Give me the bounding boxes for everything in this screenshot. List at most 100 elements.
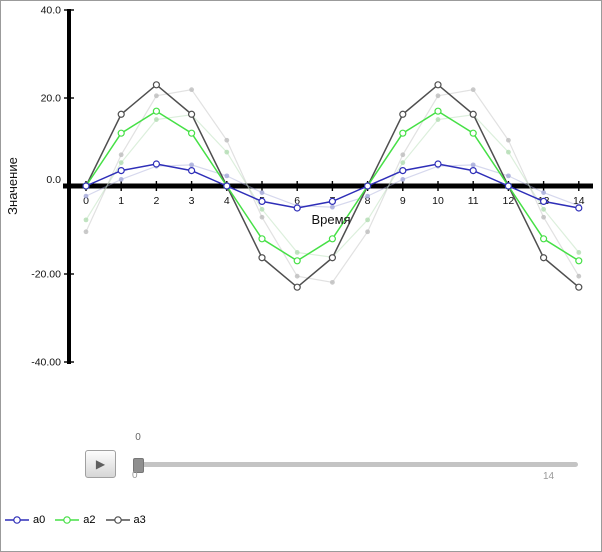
legend-item-a3[interactable]: a3	[105, 514, 146, 526]
series-point-a0	[469, 167, 477, 175]
ghost-point-a2	[259, 206, 265, 212]
ghost-point-a0	[330, 204, 335, 210]
series-point-a3	[328, 254, 336, 262]
ghost-point-a2	[400, 160, 406, 166]
x-tick-label: 1	[118, 195, 124, 207]
y-tick-label: -40.00	[31, 357, 61, 369]
x-tick-label: 12	[503, 195, 515, 207]
series-point-a2	[293, 257, 301, 265]
series-point-a0	[258, 197, 266, 205]
x-tick-label: 2	[153, 195, 159, 207]
series-point-a3	[539, 254, 548, 262]
ghost-point-a0	[259, 190, 265, 196]
series-point-a0	[117, 167, 125, 175]
ghost-point-a3	[294, 273, 300, 279]
series-point-a0	[539, 197, 548, 205]
x-tick-label: 8	[365, 195, 371, 207]
ghost-point-a2	[154, 117, 159, 122]
chart: 0123456789101112131440.020.00.0-20.00-40…	[31, 5, 593, 369]
y-tick-label: 40.0	[41, 5, 62, 17]
series-point-a3	[575, 283, 583, 291]
legend-label: a3	[133, 514, 146, 526]
series-point-a2	[434, 107, 442, 115]
ghost-point-a0	[189, 162, 195, 168]
series-point-a2	[539, 235, 548, 243]
legend-marker-a3	[105, 516, 130, 524]
legend: a0 a2 a3	[4, 514, 146, 526]
series-point-a0	[188, 167, 196, 175]
slider-handle[interactable]	[133, 458, 144, 473]
legend-label: a0	[33, 514, 46, 526]
series-point-a3	[152, 81, 160, 89]
ghost-point-a3	[330, 279, 335, 285]
y-tick-label: 0.0	[46, 174, 61, 186]
ghost-point-a3	[506, 137, 511, 143]
series-point-a2	[575, 257, 583, 265]
x-tick-label: 11	[468, 195, 479, 207]
series-point-a2	[399, 129, 407, 137]
legend-item-a0[interactable]: a0	[4, 514, 45, 526]
series-point-a0	[223, 182, 231, 190]
series-point-a0	[328, 197, 336, 205]
x-axis-title: Время	[311, 212, 351, 227]
series-point-a0	[504, 182, 512, 190]
ghost-point-a0	[506, 173, 511, 179]
ghost-point-a0	[470, 162, 476, 168]
ghost-point-a3	[83, 229, 89, 235]
ghost-point-a3	[365, 229, 370, 235]
x-tick-label: 4	[224, 195, 230, 207]
ghost-point-a3	[435, 93, 441, 99]
series-point-a2	[258, 235, 266, 243]
y-tick-label: 20.0	[41, 93, 62, 105]
ghost-point-a0	[400, 177, 406, 182]
series-point-a2	[328, 235, 336, 243]
x-tick-label: 3	[189, 195, 195, 207]
ghost-point-a3	[154, 93, 159, 99]
ghost-point-a2	[365, 217, 370, 223]
series-point-a2	[469, 129, 477, 137]
series-point-a2	[188, 129, 196, 137]
ghost-point-a3	[224, 137, 230, 143]
ghost-point-a3	[541, 214, 546, 220]
ghost-point-a0	[118, 177, 124, 182]
series-point-a3	[469, 110, 477, 118]
ghost-point-a2	[506, 149, 511, 155]
play-icon: ▶	[95, 457, 106, 471]
series-point-a3	[293, 283, 301, 291]
y-axis-title: Значение	[5, 157, 20, 215]
ghost-point-a0	[541, 190, 546, 196]
ghost-point-a0	[83, 193, 89, 199]
x-tick-label: 9	[400, 195, 406, 207]
series-point-a0	[82, 182, 90, 190]
series-point-a0	[364, 182, 372, 190]
series-point-a3	[258, 254, 266, 262]
legend-item-a2[interactable]: a2	[54, 514, 96, 526]
slider-min-label: 0	[132, 470, 138, 481]
ghost-point-a2	[435, 117, 441, 122]
legend-marker-a2	[55, 516, 80, 524]
slider-track[interactable]	[138, 462, 578, 467]
play-button[interactable]: ▶	[85, 450, 116, 478]
ghost-point-a0	[365, 193, 370, 199]
ghost-point-a2	[83, 217, 89, 223]
ghost-point-a3	[576, 273, 582, 279]
series-point-a2	[117, 129, 125, 137]
ghost-point-a2	[224, 149, 230, 155]
series-point-a3	[188, 110, 196, 118]
series-point-a3	[399, 110, 407, 118]
ghost-point-a2	[541, 206, 546, 212]
ghost-point-a3	[470, 87, 476, 93]
series-point-a0	[434, 160, 442, 168]
slider-max-label: 14	[543, 471, 555, 482]
series-point-a0	[399, 167, 407, 175]
x-tick-label: 0	[83, 195, 89, 207]
y-tick-label: -20.00	[31, 269, 61, 281]
series-point-a0	[575, 204, 583, 212]
x-tick-label: 6	[294, 195, 300, 207]
ghost-point-a3	[400, 152, 406, 158]
ghost-point-a2	[118, 160, 124, 166]
ghost-point-a0	[224, 173, 230, 179]
series-point-a3	[434, 81, 442, 89]
series-point-a2	[152, 107, 160, 115]
